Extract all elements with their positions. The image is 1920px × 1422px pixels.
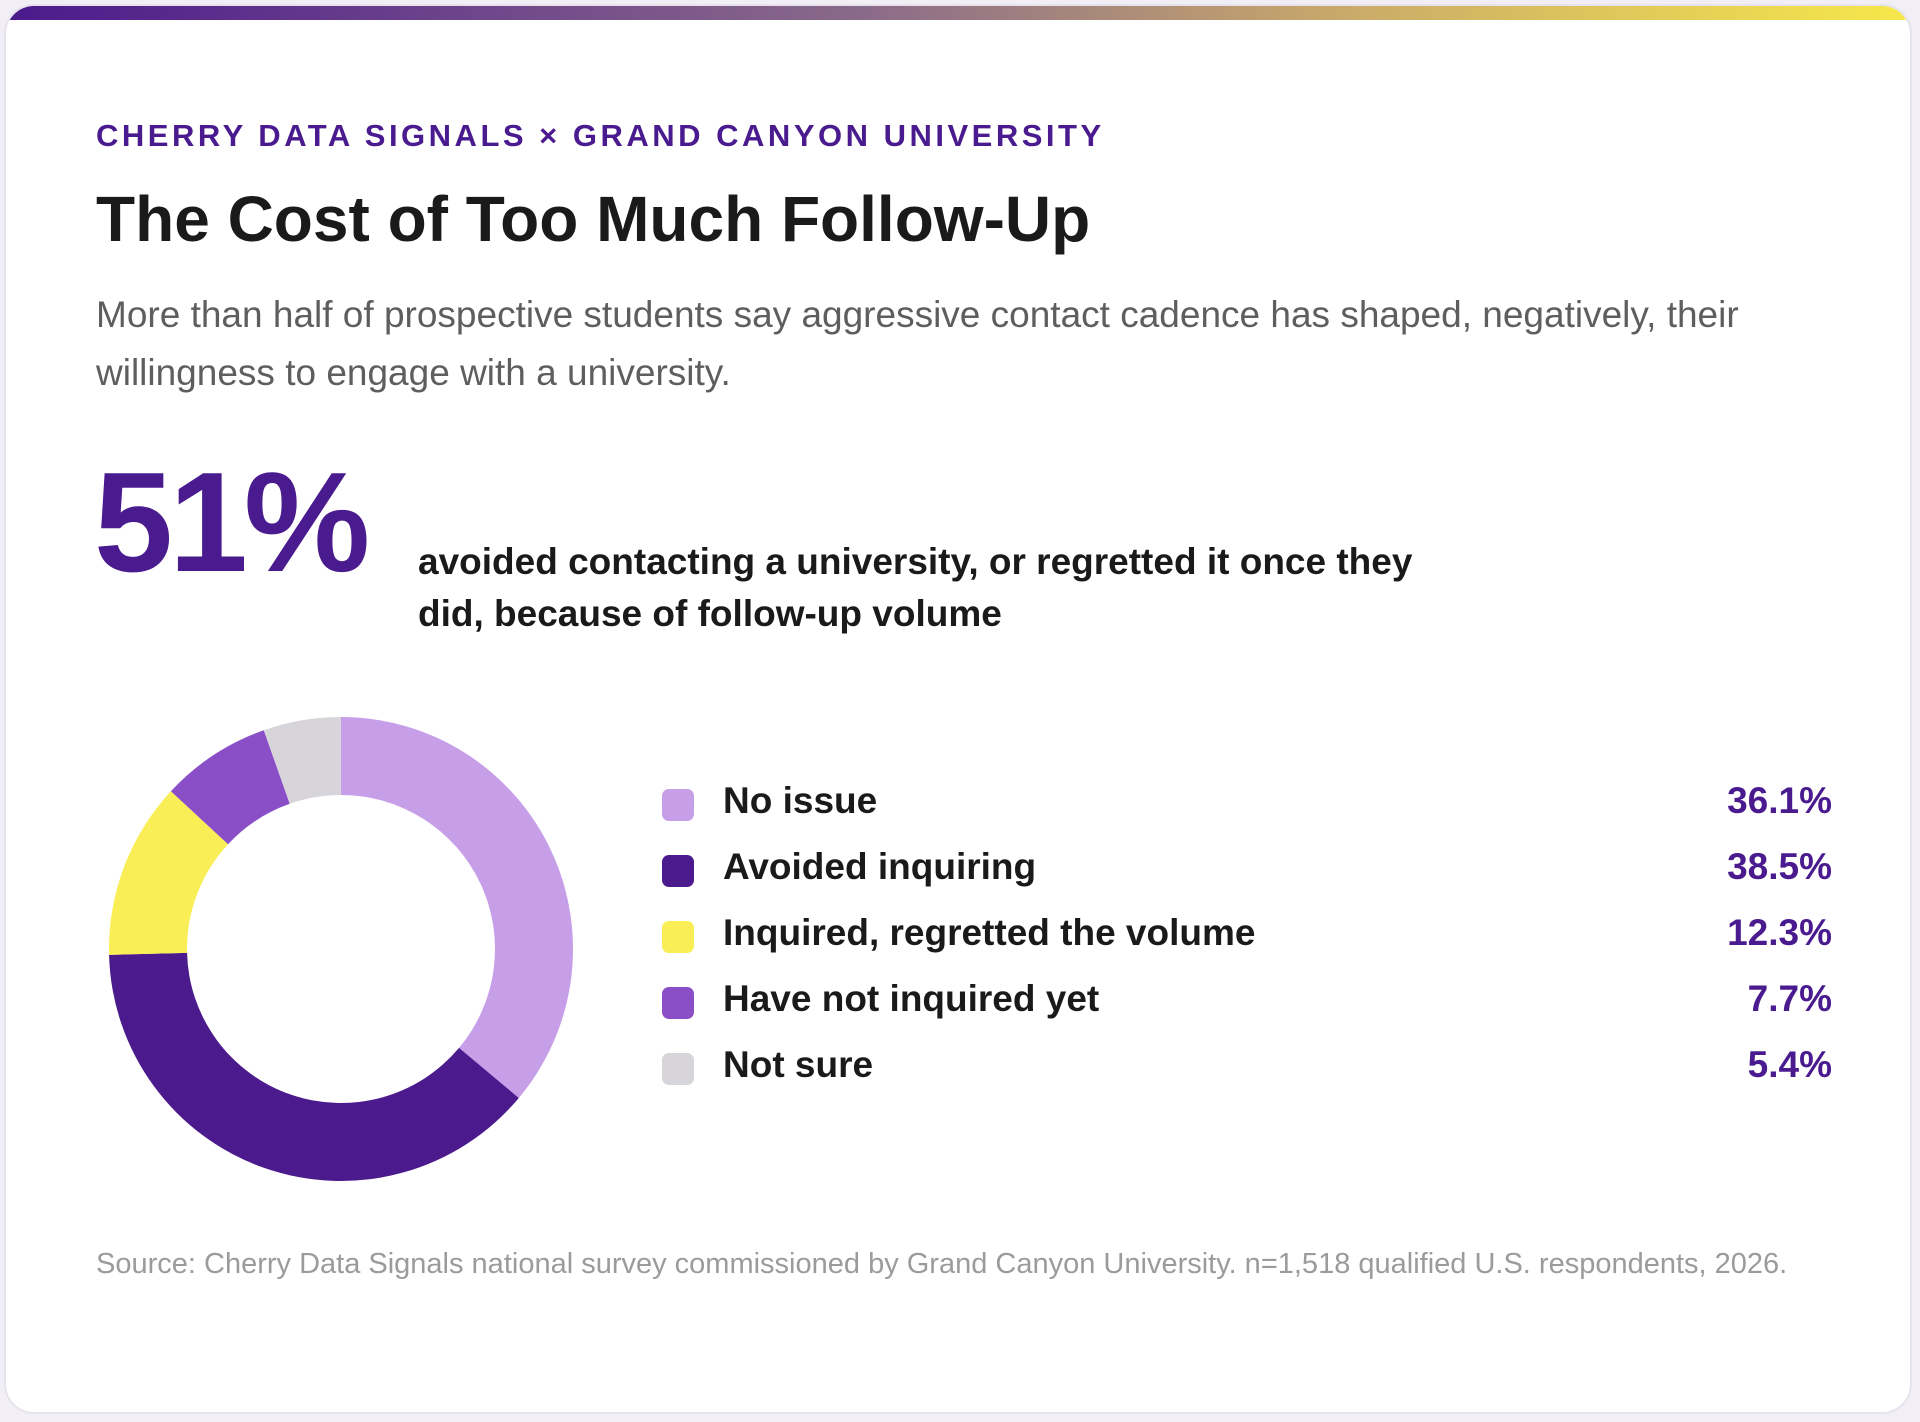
accent-gradient-bar <box>6 6 1910 20</box>
legend-swatch <box>662 987 694 1019</box>
subtitle: More than half of prospective students s… <box>96 294 1739 393</box>
chart-legend: No issue 36.1% Avoided inquiring 38.5% Inqui… <box>662 772 1832 1102</box>
donut-slice-avoided-inquiring <box>109 952 519 1181</box>
legend-value: 7.7% <box>1747 978 1832 1019</box>
infographic-card: CHERRY DATA SIGNALS × GRAND CANYON UNIVE… <box>4 4 1912 1414</box>
legend-value: 12.3% <box>1727 912 1832 953</box>
legend-value: 36.1% <box>1727 780 1832 821</box>
legend-label: No issue <box>723 780 878 821</box>
highlight-stat: 51% <box>94 443 370 602</box>
source-note: Source: Cherry Data Signals national sur… <box>96 1248 1788 1280</box>
legend-value: 5.4% <box>1747 1044 1832 1085</box>
legend-item: Inquired, regretted the volume 12.3% <box>662 904 1832 970</box>
legend-item: Avoided inquiring 38.5% <box>662 838 1832 904</box>
donut-slice-no-issue <box>341 717 573 1099</box>
legend-item: No issue 36.1% <box>662 772 1832 838</box>
legend-label: Avoided inquiring <box>723 846 1037 887</box>
legend-label: Have not inquired yet <box>723 978 1100 1019</box>
legend-swatch <box>662 789 694 821</box>
highlight-caption: avoided contacting a university, or regr… <box>418 541 1413 634</box>
legend-label: Not sure <box>723 1044 874 1085</box>
donut-slice-inquired-regretted-the-volume <box>109 791 229 955</box>
legend-swatch <box>662 855 694 887</box>
legend-swatch <box>662 921 694 953</box>
page-title: The Cost of Too Much Follow-Up <box>96 183 1091 255</box>
donut-slice-not-sure <box>263 717 341 804</box>
donut-slice-have-not-inquired-yet <box>170 730 290 845</box>
legend-swatch <box>662 1053 694 1085</box>
legend-value: 38.5% <box>1727 846 1832 887</box>
donut-chart <box>109 717 573 1181</box>
legend-item: Not sure 5.4% <box>662 1036 1832 1102</box>
legend-label: Inquired, regretted the volume <box>723 912 1256 953</box>
eyebrow-label: CHERRY DATA SIGNALS × GRAND CANYON UNIVE… <box>96 118 1105 153</box>
legend-item: Have not inquired yet 7.7% <box>662 970 1832 1036</box>
